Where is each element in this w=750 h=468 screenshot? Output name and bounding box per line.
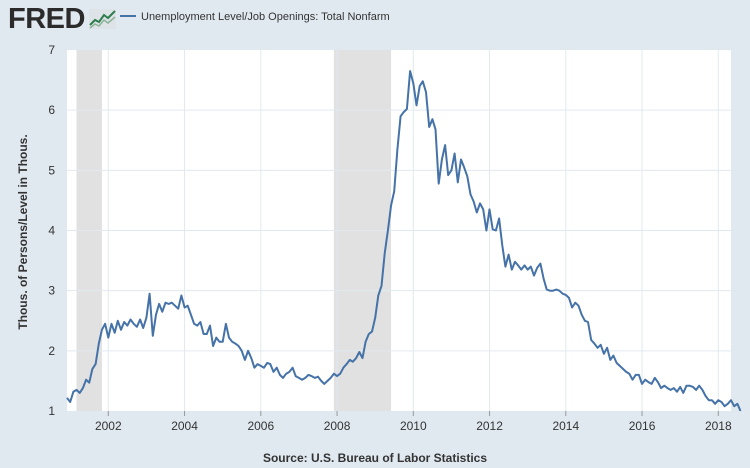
y-tick-label-3: 3 (48, 284, 55, 298)
x-tick-label-2002: 2002 (95, 419, 122, 433)
line-chart-icon (89, 9, 116, 29)
y-tick-label-6: 6 (48, 103, 55, 117)
y-tick-label-5: 5 (48, 163, 55, 177)
x-tick-label-2008: 2008 (324, 419, 351, 433)
y-tick-label-7: 7 (48, 43, 55, 57)
x-tick-label-2010: 2010 (400, 419, 427, 433)
header: FRED Unemployment Level/Job Openings: To… (0, 0, 750, 40)
legend-label: Unemployment Level/Job Openings: Total N… (141, 11, 390, 23)
y-tick-label-4: 4 (48, 224, 55, 238)
x-tick-label-2012: 2012 (476, 419, 503, 433)
x-tick-label-2004: 2004 (171, 419, 198, 433)
series-line-1 (66, 70, 742, 412)
legend-swatch (120, 15, 136, 18)
y-axis-label: Thous. of Persons/Level in Thous. (16, 134, 30, 330)
chart-legend: Unemployment Level/Job Openings: Total N… (120, 11, 390, 23)
x-tick-label-2016: 2016 (629, 419, 656, 433)
x-tick-label-2006: 2006 (247, 419, 274, 433)
source-note: Source: U.S. Bureau of Labor Statistics (262, 451, 488, 465)
y-tick-label-2: 2 (48, 344, 55, 358)
x-tick-label-2018: 2018 (705, 419, 732, 433)
y-tick-label-1: 1 (48, 404, 55, 418)
fred-logo[interactable]: FRED (8, 3, 85, 35)
x-tick-label-2014: 2014 (552, 419, 579, 433)
